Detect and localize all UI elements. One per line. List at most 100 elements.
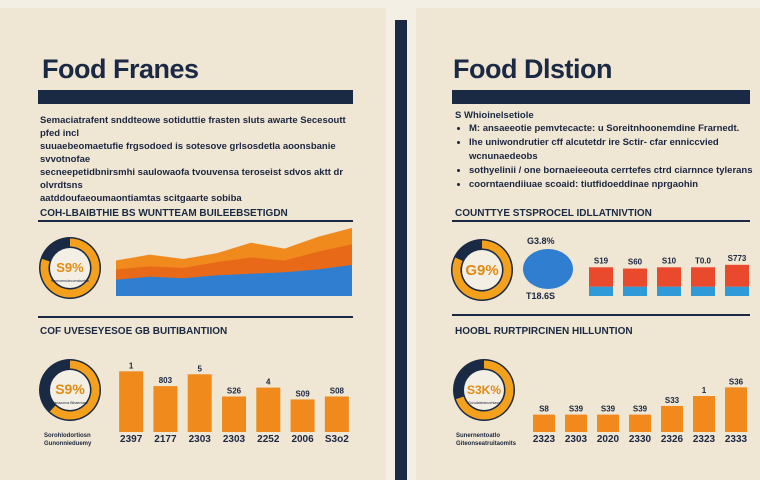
area-series-blue — [116, 264, 352, 296]
stacked-bar-bottom — [691, 286, 715, 296]
list-item: Ihe uniwondrutier cff alcutetdr ire Scti… — [469, 136, 760, 164]
footer-line: Giteonseatruitaomits — [456, 441, 517, 447]
donut-label: S9% — [56, 260, 84, 275]
stacked-bar-bottom — [657, 286, 681, 296]
donut-hole — [50, 248, 90, 288]
donut-slice — [40, 238, 100, 298]
donut-label: S9% — [55, 381, 85, 397]
blue-pill-chart — [523, 249, 573, 289]
center-divider — [395, 20, 407, 480]
left-section1-rule — [38, 220, 353, 222]
category-label: 2252 — [257, 434, 280, 445]
bar-value-label: S36 — [729, 377, 744, 386]
left-section2-title: COF UVESEYESOE GB BUITIBANTIION — [40, 326, 228, 337]
category-label: 2303 — [223, 434, 246, 445]
bar — [629, 414, 651, 432]
right-section1-title: COUNTTYE STSPROCEL IDLLATNIVTION — [455, 208, 652, 219]
left-section2-rule — [38, 316, 353, 318]
bar-value-label: 803 — [159, 376, 173, 385]
category-label: 2020 — [597, 434, 620, 445]
blue-pill — [523, 249, 573, 289]
right-section1-rule — [452, 220, 750, 222]
left-section1-title: COH-LBAIBTHIE BS WUNTTEAM BUILEEBSETIGDN — [40, 208, 288, 219]
right-donut-1: G9% — [451, 239, 513, 301]
bar-value-label: S60 — [628, 258, 643, 267]
donut-caption: Sanaoorna Btbaeniane — [52, 401, 88, 405]
bar — [187, 374, 212, 432]
bar — [222, 396, 246, 432]
list-item: sothyelinii / one bornaeieeouta cerrtefe… — [469, 164, 760, 178]
list-item: M: ansaeeotie pemvtecacte: u Soreitnhoon… — [469, 122, 760, 136]
right-section2-rule — [452, 314, 750, 316]
category-label: 2177 — [154, 434, 177, 445]
bar-value-label: S10 — [662, 256, 677, 265]
bar — [565, 414, 587, 432]
bar-value-label: 1 — [702, 386, 707, 395]
donut-label: S3K% — [467, 383, 501, 397]
stacked-bar-bottom — [623, 286, 647, 296]
bar-value-label: S09 — [295, 389, 310, 398]
bar-value-label: S19 — [594, 256, 609, 265]
donut-hole — [50, 370, 90, 410]
bar-value-label: 5 — [197, 364, 202, 373]
left-donut-1: S9% Hormoenudecomstuebar — [39, 237, 101, 299]
bar — [725, 387, 747, 432]
stacked-bar-bottom — [725, 286, 749, 296]
left-paragraph-line: secneepetidbnirsmhi saulowaofa tvouvensa… — [40, 167, 344, 191]
right-donut-2: S3K% Gorudatedeoorhtasn — [453, 359, 515, 421]
left-paragraph-line: aatddoufaeoumaontiamtas scitgaarte sobib… — [40, 193, 242, 204]
left-bar-chart: 1 2397 803 2177 5 2303 S26 2303 4 2252 S09 2006 S08 S… — [119, 361, 349, 445]
footer-line: Sunernentoatlo — [456, 433, 501, 439]
bar-value-label: S33 — [665, 396, 680, 405]
right-bullet-list: M: ansaeeotie pemvtecacte: u Soreitnhoon… — [455, 122, 760, 192]
right-bar-chart: S8 2323 S39 2303 S39 2020 S39 2330 S33 2326 1 2323 S… — [533, 377, 748, 445]
left-donut2-footer: Sorohlodortiosn Gunonnieduemy — [44, 432, 91, 448]
bar — [693, 396, 715, 432]
right-section2-title: HOOBL RURTPIRCINEN HILLUNTION — [455, 326, 633, 337]
bar-value-label: 4 — [266, 378, 271, 387]
donut-caption: Gorudatedeoorhtasn — [468, 401, 500, 405]
category-label: S3o2 — [325, 434, 349, 445]
category-label: 2303 — [565, 434, 588, 445]
left-area-chart — [116, 227, 352, 296]
stacked-bar-top — [725, 264, 749, 287]
stacked-bar-bottom — [589, 286, 613, 296]
category-label: 2397 — [120, 434, 143, 445]
bar-value-label: S26 — [227, 386, 242, 395]
right-stacked-bar-chart: S19 S60 S10 T0.0 S773 — [589, 254, 749, 296]
right-bullet-header: S Whioinelsetiole — [455, 110, 534, 121]
donut-hole — [462, 250, 502, 290]
stacked-bar-top — [691, 267, 715, 287]
donut-label: G9% — [465, 262, 498, 279]
category-label: 2303 — [189, 434, 212, 445]
circle-bottom-label: T18.6S — [526, 291, 556, 301]
circle-top-label: G3.8% — [527, 236, 555, 246]
bar — [119, 371, 144, 432]
left-title-band — [38, 90, 353, 104]
bar — [661, 405, 683, 432]
bar — [153, 386, 178, 432]
bar-value-label: S8 — [539, 405, 549, 414]
left-paragraph: Semaciatrafent snddteowe sotiduttie fras… — [40, 114, 350, 205]
bar — [324, 396, 349, 432]
bar-value-label: T0.0 — [695, 256, 712, 265]
right-title-band — [452, 90, 750, 104]
donut-slice — [49, 360, 100, 420]
category-label: 2326 — [661, 434, 684, 445]
donut-caption: Hormoenudecomstuebar — [51, 279, 90, 283]
footer-line: Gunonnieduemy — [44, 441, 92, 447]
bar-value-label: S773 — [728, 254, 747, 263]
bar-value-label: S39 — [601, 405, 616, 414]
bar — [290, 399, 315, 432]
donut-slice — [455, 360, 514, 420]
donut-hole — [464, 370, 504, 410]
bar — [256, 387, 281, 432]
stacked-bar-top — [623, 268, 647, 287]
bar — [533, 414, 555, 432]
category-label: 2333 — [725, 434, 748, 445]
left-paragraph-line: Semaciatrafent snddteowe sotiduttie fras… — [40, 115, 346, 139]
right-donut2-footer: Sunernentoatlo Giteonseatruitaomits — [456, 432, 516, 448]
stacked-bar-top — [589, 267, 613, 287]
category-label: 2330 — [629, 434, 652, 445]
category-label: 2006 — [291, 434, 314, 445]
